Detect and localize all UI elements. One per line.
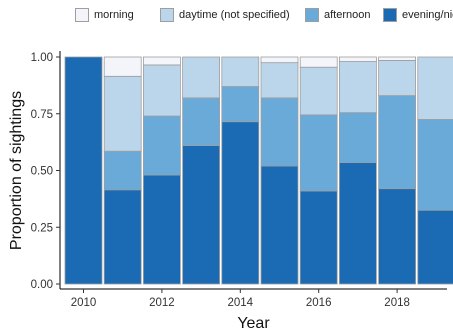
legend-label: daytime (not specified) — [179, 9, 290, 21]
legend-item-evening-night: evening/night — [383, 5, 453, 25]
y-tick-label: 0.25 — [31, 222, 53, 234]
x-axis-ticks: 2010 2012 2014 2016 2018 — [71, 289, 410, 309]
bar-segment-2013-evening-night — [182, 145, 221, 285]
legend-item-daytime-not-specified-: daytime (not specified) — [160, 5, 290, 25]
bar-segment-2016-daytime-not-specified- — [299, 66, 338, 116]
bar-segment-2017-daytime-not-specified- — [338, 61, 377, 114]
bar-segment-2013-daytime-not-specified- — [182, 56, 221, 99]
bar-segment-2016-morning — [299, 56, 338, 68]
bar-segment-2019-daytime-not-specified- — [417, 56, 453, 120]
bar-segment-2017-afternoon — [338, 112, 377, 163]
y-tick-label: 0.75 — [31, 109, 53, 121]
y-tick-label: 0.00 — [31, 279, 53, 291]
bar-segment-2014-evening-night — [221, 121, 260, 285]
bar-segment-2013-afternoon — [182, 97, 221, 146]
bar-segment-2019-afternoon — [417, 119, 453, 211]
bar-segment-2018-evening-night — [378, 188, 417, 285]
bar-segment-2012-morning — [142, 56, 181, 66]
y-tick-label: 0.50 — [31, 166, 53, 178]
y-axis-ticks: 0.00 0.25 0.50 0.75 1.00 — [31, 52, 60, 291]
y-tick-label: 1.00 — [31, 52, 53, 64]
chart-legend: morning daytime (not specified) afternoon e… — [0, 5, 453, 25]
bars-group — [64, 56, 453, 285]
legend-swatch — [383, 8, 397, 22]
bar-segment-2015-morning — [260, 56, 299, 64]
legend-swatch — [75, 8, 89, 22]
legend-label: morning — [94, 9, 134, 21]
legend-item-afternoon: afternoon — [305, 5, 370, 25]
x-tick-label: 2012 — [149, 297, 175, 309]
bar-segment-2012-evening-night — [142, 174, 181, 285]
bar-segment-2011-daytime-not-specified- — [103, 75, 142, 152]
bar-segment-2011-morning — [103, 56, 142, 77]
bar-segment-2018-daytime-not-specified- — [378, 60, 417, 96]
bar-segment-2011-evening-night — [103, 189, 142, 285]
bar-segment-2011-afternoon — [103, 150, 142, 191]
x-tick-label: 2018 — [384, 297, 410, 309]
bar-segment-2018-afternoon — [378, 95, 417, 190]
bar-segment-2016-evening-night — [299, 190, 338, 285]
bar-segment-2014-daytime-not-specified- — [221, 56, 260, 87]
legend-label: afternoon — [324, 9, 371, 21]
bar-segment-2014-afternoon — [221, 86, 260, 123]
bar-segment-2015-daytime-not-specified- — [260, 62, 299, 99]
bar-segment-2010-evening-night — [64, 56, 103, 285]
legend-label: evening/night — [402, 9, 453, 21]
x-tick-label: 2014 — [228, 297, 254, 309]
legend-item-morning: morning — [75, 5, 134, 25]
bar-segment-2018-morning — [378, 56, 417, 61]
bar-segment-2019-evening-night — [417, 209, 453, 285]
bar-segment-2017-evening-night — [338, 162, 377, 285]
bar-segment-2016-afternoon — [299, 114, 338, 192]
x-axis-title: Year — [237, 315, 270, 332]
y-axis-title: Proportion of sightings — [8, 91, 25, 250]
legend-swatch — [305, 8, 319, 22]
bar-segment-2012-afternoon — [142, 115, 181, 176]
bar-segment-2012-daytime-not-specified- — [142, 64, 181, 117]
bar-segment-2015-evening-night — [260, 165, 299, 285]
legend-swatch — [160, 8, 174, 22]
x-tick-label: 2016 — [306, 297, 332, 309]
bar-segment-2015-afternoon — [260, 97, 299, 167]
x-tick-label: 2010 — [71, 297, 97, 309]
bar-segment-2017-morning — [338, 56, 377, 62]
